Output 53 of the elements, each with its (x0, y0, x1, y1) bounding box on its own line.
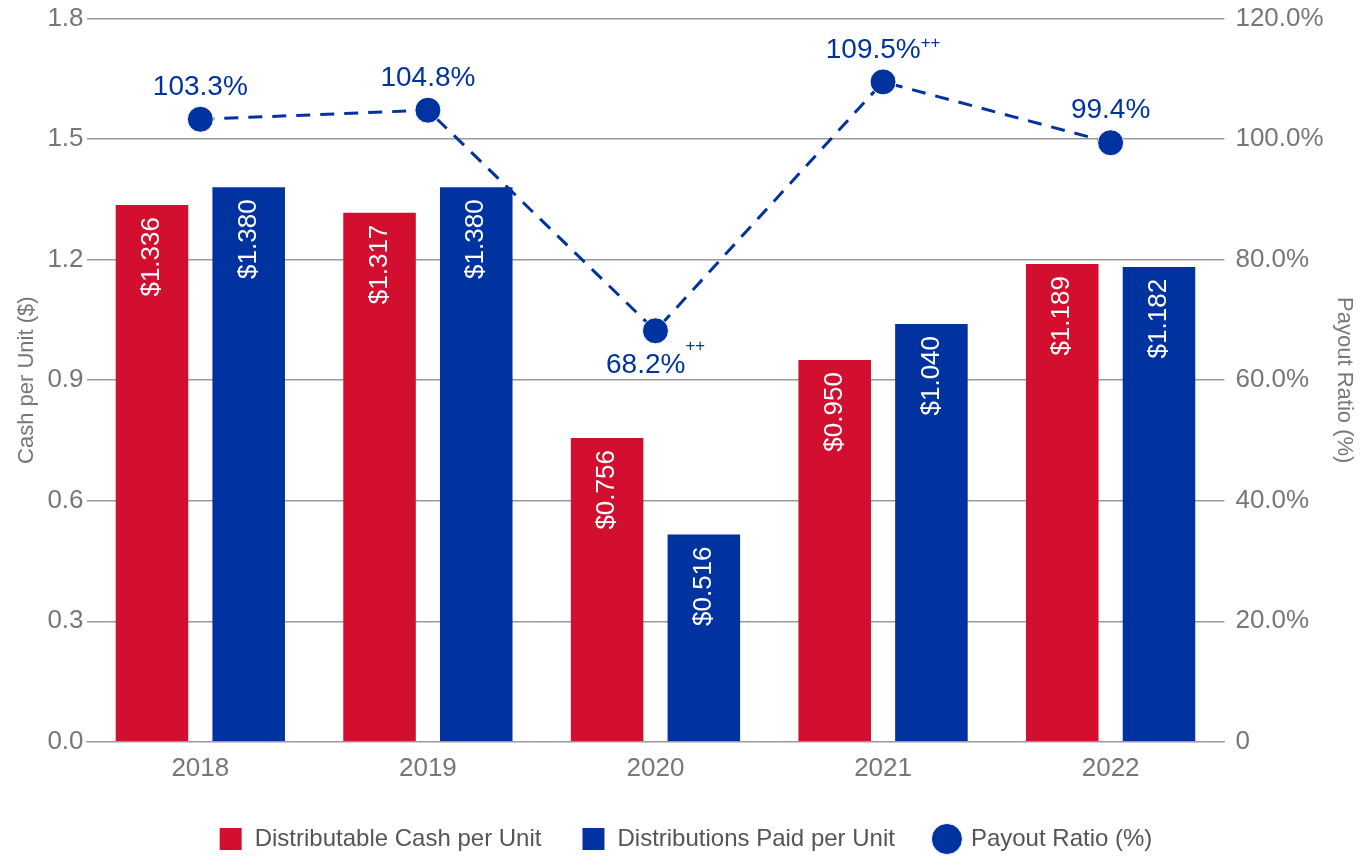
y2-tick-label: 100.0% (1235, 122, 1324, 153)
y-tick-label: 0.0 (47, 724, 84, 755)
data-label: $0.950 (817, 372, 848, 452)
y-tick-label: 0.6 (47, 483, 84, 514)
y2-tick-label: 0 (1235, 724, 1250, 755)
x-tick-label: 2018 (171, 751, 230, 782)
y2-tick-label: 120.0% (1235, 1, 1324, 32)
x-tick-label: 2019 (398, 751, 457, 782)
data-label: $1.189 (1045, 276, 1076, 356)
legend-label: Distributable Cash per Unit (254, 823, 542, 851)
bar (798, 360, 871, 742)
data-label: 104.8% (380, 60, 476, 92)
point (641, 317, 669, 345)
data-label: $1.182 (1142, 278, 1173, 359)
data-label: 109.5%++ (825, 32, 941, 64)
y-tick-label: 0.9 (47, 363, 84, 394)
data-label: 99.4% (1070, 93, 1151, 125)
bar (570, 438, 644, 742)
data-label: $1.380 (231, 199, 262, 279)
y2-tick-label: 40.0% (1235, 483, 1310, 514)
data-label: $0.756 (590, 450, 621, 530)
bar (1122, 266, 1196, 742)
bar (115, 205, 189, 742)
y2-tick-label: 60.0% (1235, 363, 1310, 394)
x-tick-label: 2022 (1081, 751, 1140, 782)
point (186, 105, 214, 133)
bar (895, 323, 968, 742)
data-label: $0.516 (687, 546, 718, 627)
y2-tick-label: 80.0% (1235, 242, 1310, 273)
y-tick-label: 1.2 (47, 242, 84, 273)
bar (1026, 264, 1099, 742)
legend-label: Distributions Paid per Unit (617, 823, 896, 851)
y2-tick-label: 20.0% (1235, 604, 1310, 635)
data-label: $1.336 (135, 217, 166, 297)
y-tick-label: 0.3 (47, 604, 84, 635)
data-label: $1.040 (914, 335, 945, 416)
y-axis-title: Cash per Unit ($) (13, 296, 39, 464)
point (414, 96, 442, 124)
point (1097, 129, 1125, 157)
data-label: 103.3% (152, 69, 248, 101)
bar (212, 187, 285, 742)
x-tick-label: 2021 (854, 751, 912, 782)
data-label: $1.380 (459, 199, 490, 279)
bar (667, 534, 741, 742)
data-label: $1.317 (362, 224, 393, 305)
y2-axis-title: Payout Ratio (%) (1332, 297, 1358, 464)
bar (343, 212, 416, 742)
legend-label: Payout Ratio (%) (970, 823, 1153, 851)
data-label: 68.2%++ (605, 336, 705, 379)
y-tick-label: 1.8 (47, 1, 84, 32)
y-tick-label: 1.5 (47, 122, 84, 153)
x-tick-label: 2020 (626, 751, 685, 782)
point (869, 68, 897, 96)
